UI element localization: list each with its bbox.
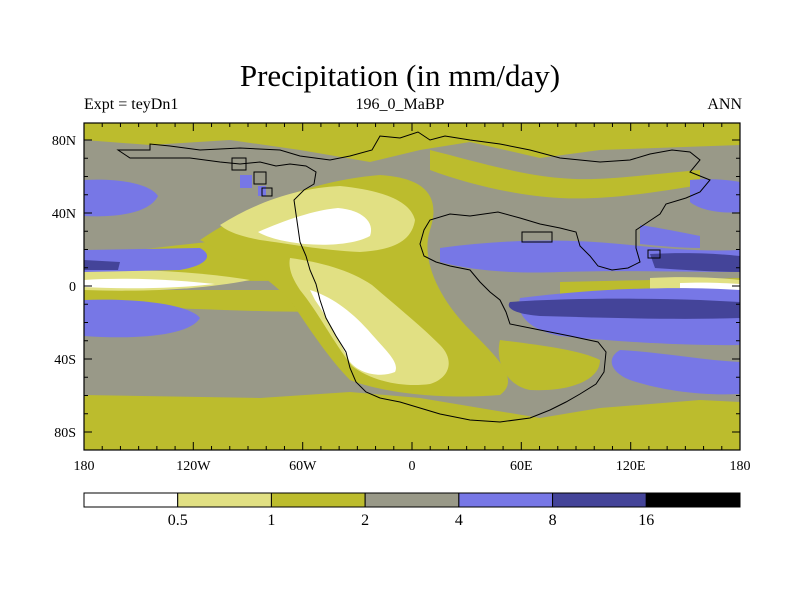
lat-label: 0 [69, 280, 76, 295]
colorbar-swatch [270, 492, 366, 508]
colorbar-label: 2 [361, 512, 369, 529]
colorbar-swatch [552, 492, 647, 508]
season-label: ANN [707, 96, 742, 113]
colorbar-swatch [83, 492, 179, 508]
lon-label: 120W [176, 459, 211, 474]
colorbar-label: 8 [549, 512, 557, 529]
lat-label: 80S [54, 426, 76, 441]
lon-label: 60E [510, 459, 533, 474]
period-label: 196_0_MaBP [355, 96, 445, 113]
precipitation-field [84, 123, 740, 450]
lat-label: 80N [52, 134, 76, 149]
colorbar-swatch [458, 492, 554, 508]
colorbar-label: 0.5 [168, 512, 188, 529]
colorbar-label: 16 [638, 512, 654, 529]
lat-label: 40N [52, 207, 76, 222]
colorbar-swatch [364, 492, 460, 508]
lat-label: 40S [54, 353, 76, 368]
map-title: Precipitation (in mm/day) [239, 58, 561, 93]
lon-label: 60W [289, 459, 317, 474]
colorbar: 0.5 1 2 4 8 16 [83, 492, 741, 529]
latitude-axis: 80N 40N 0 40S 80S [52, 134, 740, 441]
longitude-axis: 180 120W 60W 0 60E 120E 180 [74, 123, 751, 474]
colorbar-swatch [177, 492, 272, 508]
colorbar-label: 1 [267, 512, 275, 529]
colorbar-label: 4 [455, 512, 463, 529]
colorbar-swatch [645, 492, 741, 508]
lon-label: 0 [409, 459, 416, 474]
lon-label: 180 [730, 459, 751, 474]
lon-label: 120E [616, 459, 646, 474]
experiment-label: Expt = teyDn1 [84, 96, 179, 113]
lon-label: 180 [74, 459, 95, 474]
